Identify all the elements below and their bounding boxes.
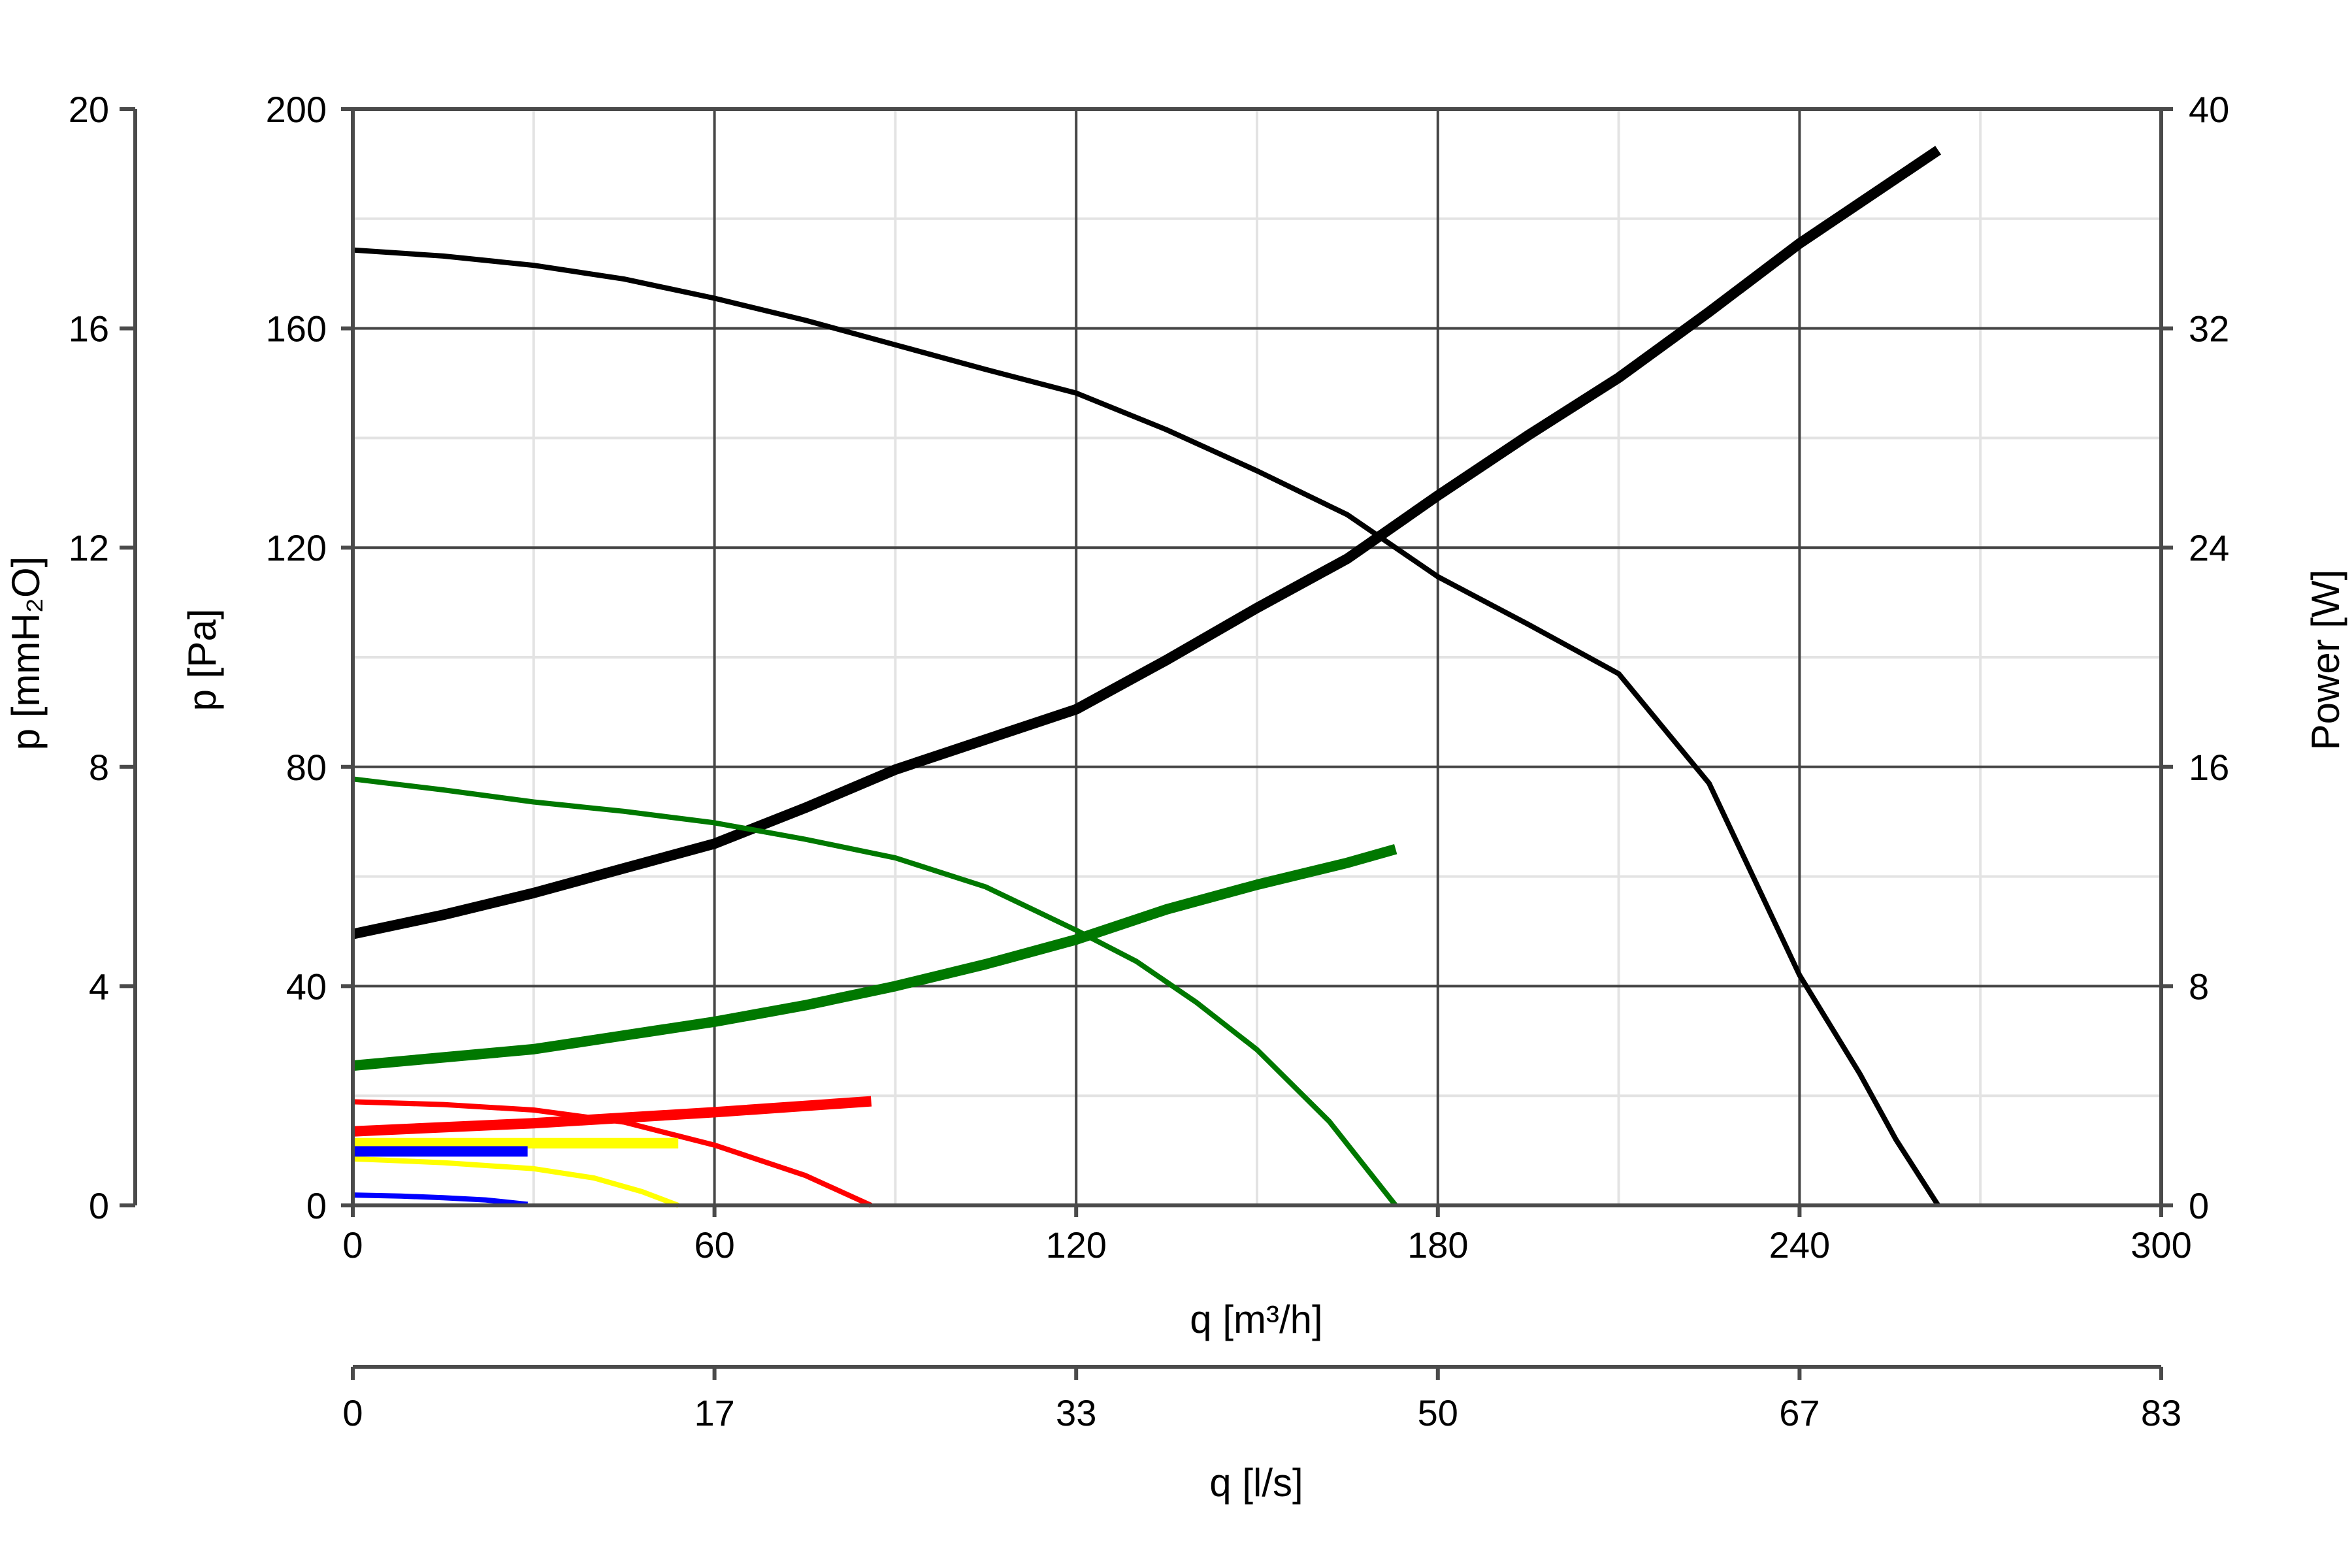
y-tick-label-mmh2o: 20 (69, 89, 109, 130)
y-tick-label-power: 0 (2189, 1185, 2209, 1226)
power-curve (352, 844, 1397, 1071)
pressure-curve (352, 1156, 679, 1208)
y-tick-label-power: 8 (2189, 966, 2209, 1007)
minor-gridlines (353, 109, 2161, 1205)
x-tick-label-m3h: 120 (1045, 1224, 1106, 1266)
x-axis-title-m3h: q [m³/h] (1190, 1298, 1322, 1341)
y-tick-label-pa: 160 (266, 308, 327, 350)
y-axis-title-power: Power [W] (2304, 570, 2347, 751)
x-tick-label-ls: 50 (1418, 1392, 1458, 1433)
y-tick-label-power: 16 (2189, 747, 2229, 788)
y-tick-label-pa: 200 (266, 89, 327, 130)
y-axis-title-mmh2o: p [mmH₂O] (4, 557, 48, 751)
y-tick-label-power: 24 (2189, 527, 2229, 568)
y-tick-label-pa: 40 (286, 966, 327, 1007)
power-curve (352, 1096, 872, 1137)
power-curve (351, 146, 1942, 939)
y-tick-label-mmh2o: 12 (69, 527, 109, 568)
y-tick-label-mmh2o: 16 (69, 308, 109, 350)
pressure-curve (352, 1192, 529, 1207)
x-tick-label-m3h: 240 (1769, 1224, 1830, 1266)
y-tick-label-mmh2o: 8 (89, 747, 109, 788)
x-tick-label-m3h: 60 (694, 1224, 734, 1266)
x-tick-label-ls: 67 (1779, 1392, 1820, 1433)
x-tick-label-ls: 33 (1056, 1392, 1096, 1433)
y-tick-label-pa: 0 (306, 1185, 327, 1226)
x-tick-label-m3h: 300 (2131, 1224, 2191, 1266)
performance-curves (351, 146, 1942, 1208)
y-tick-label-mmh2o: 4 (89, 966, 109, 1007)
pressure-curve (352, 247, 1940, 1207)
y-tick-label-power: 40 (2189, 89, 2229, 130)
y-tick-label-power: 32 (2189, 308, 2229, 350)
x-tick-label-m3h: 180 (1407, 1224, 1468, 1266)
x-tick-label-ls: 17 (694, 1392, 734, 1433)
x-tick-label-ls: 83 (2141, 1392, 2181, 1433)
y-tick-label-pa: 80 (286, 747, 327, 788)
pressure-curve (352, 776, 1398, 1207)
y-axis-title-pa: p [Pa] (180, 609, 224, 711)
x-tick-label-ls: 0 (342, 1392, 363, 1433)
y-tick-label-pa: 120 (266, 527, 327, 568)
x-tick-label-m3h: 0 (342, 1224, 363, 1266)
x-axis-title-ls: q [l/s] (1209, 1461, 1303, 1505)
y-tick-label-mmh2o: 0 (89, 1185, 109, 1226)
